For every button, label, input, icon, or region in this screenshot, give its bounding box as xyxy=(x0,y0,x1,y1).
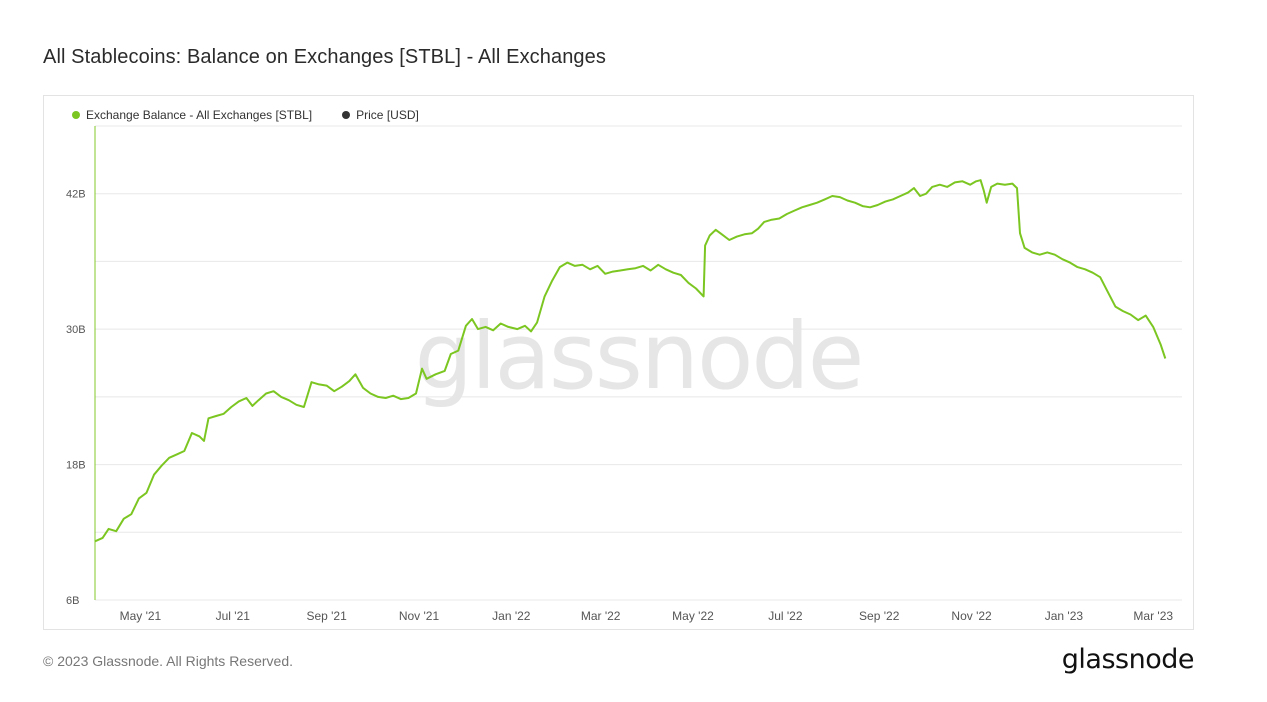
copyright-text: © 2023 Glassnode. All Rights Reserved. xyxy=(43,653,294,669)
chart-svg: glassnode 6B 18B 30B 42B May '21 Jul '21 Sep '2… xyxy=(66,125,1182,623)
x-tick-label: Jul '21 xyxy=(216,609,251,623)
y-tick-label: 42B xyxy=(66,189,86,201)
y-tick-label: 6B xyxy=(66,595,79,607)
legend-item-exchange-balance[interactable]: Exchange Balance - All Exchanges [STBL] xyxy=(72,108,312,122)
x-tick-label: Nov '22 xyxy=(951,609,992,623)
x-tick-label: Jan '22 xyxy=(492,609,531,623)
x-tick-label: Sep '21 xyxy=(306,609,347,623)
x-tick-label: Mar '22 xyxy=(581,609,621,623)
x-tick-label: Nov '21 xyxy=(399,609,440,623)
legend: Exchange Balance - All Exchanges [STBL] … xyxy=(72,108,419,122)
legend-dot-exchange-balance xyxy=(72,111,80,119)
legend-label-price: Price [USD] xyxy=(356,108,419,122)
watermark-text: glassnode xyxy=(415,303,863,410)
x-tick-label: May '22 xyxy=(672,609,714,623)
x-tick-label: Jul '22 xyxy=(768,609,803,623)
chart-title: All Stablecoins: Balance on Exchanges [S… xyxy=(43,46,606,68)
x-tick-label: Sep '22 xyxy=(859,609,900,623)
y-tick-label: 30B xyxy=(66,324,86,336)
brand-logo: glassnode xyxy=(1061,644,1195,675)
series-line-exchange-balance xyxy=(94,179,1167,543)
chart-panel: Exchange Balance - All Exchanges [STBL] … xyxy=(43,95,1194,630)
legend-label-exchange-balance: Exchange Balance - All Exchanges [STBL] xyxy=(86,108,313,122)
x-tick-label: Jan '23 xyxy=(1045,609,1084,623)
y-tick-label: 18B xyxy=(66,460,86,472)
legend-dot-price xyxy=(342,111,351,119)
x-tick-label: Mar '23 xyxy=(1133,609,1173,623)
legend-item-price[interactable]: Price [USD] xyxy=(342,108,419,122)
x-tick-label: May '21 xyxy=(120,609,162,623)
